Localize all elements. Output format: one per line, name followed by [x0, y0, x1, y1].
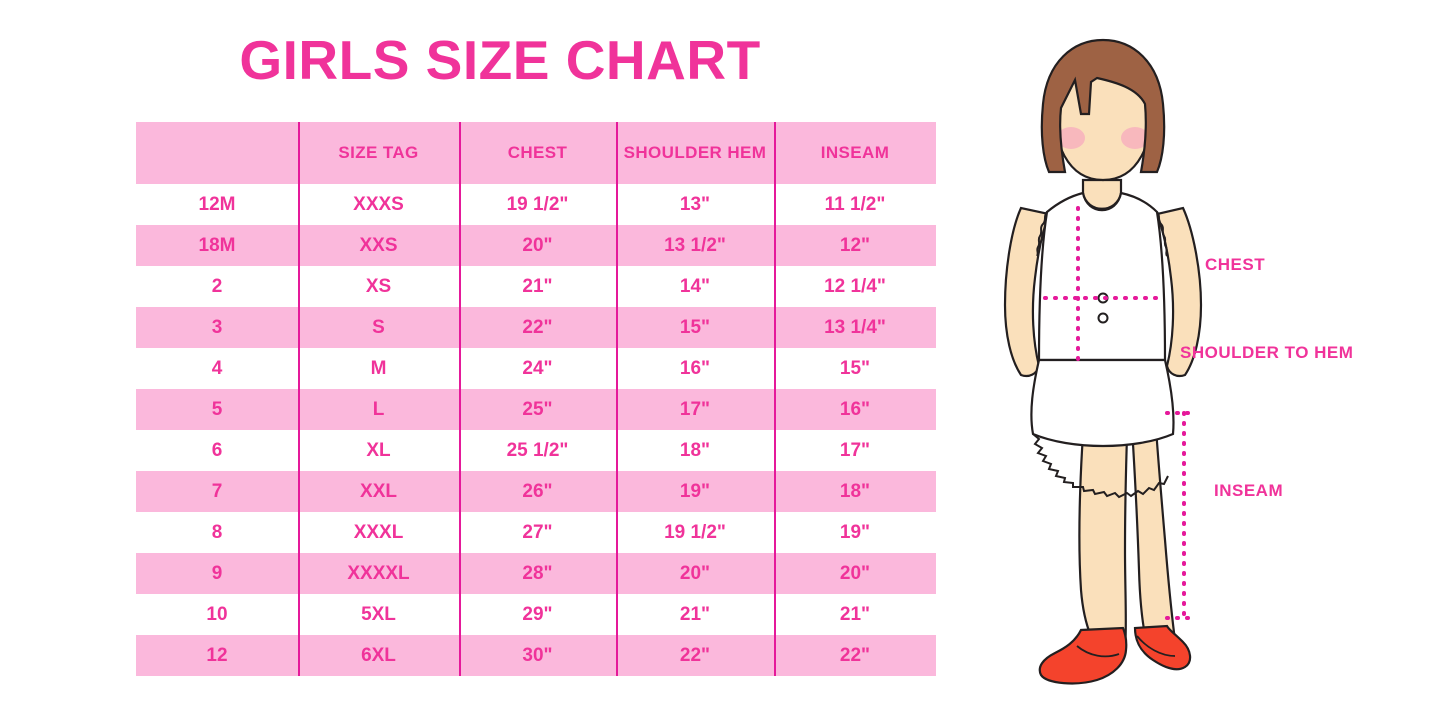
table-row: 9 XXXXL 28" 20" 20": [136, 553, 936, 594]
column-header-shoulder-hem: SHOULDER HEM: [616, 122, 774, 184]
blush-icon: [1121, 127, 1149, 149]
cell-size-tag: XXXXL: [298, 553, 459, 594]
cell-size: 10: [136, 594, 298, 635]
table-row: 18M XXS 20" 13 1/2" 12": [136, 225, 936, 266]
cell-size-tag: M: [298, 348, 459, 389]
cell-size-tag: XXXS: [298, 184, 459, 225]
cell-size-tag: 6XL: [298, 635, 459, 676]
cell-chest: 25": [459, 389, 616, 430]
cell-size: 12: [136, 635, 298, 676]
callout-label-chest: CHEST: [1205, 255, 1266, 274]
cell-shoulder-hem: 21": [616, 594, 774, 635]
table-row: 2 XS 21" 14" 12 1/4": [136, 266, 936, 307]
cell-shoulder-hem: 19": [616, 471, 774, 512]
cell-inseam: 13 1/4": [774, 307, 936, 348]
cell-inseam: 19": [774, 512, 936, 553]
cell-chest: 28": [459, 553, 616, 594]
cell-shoulder-hem: 13 1/2": [616, 225, 774, 266]
shoes-icon: [1038, 624, 1192, 685]
cell-chest: 27": [459, 512, 616, 553]
measure-guides-icon: [1043, 206, 1193, 620]
cell-inseam: 20": [774, 553, 936, 594]
column-header-chest: CHEST: [459, 122, 616, 184]
cell-shoulder-hem: 14": [616, 266, 774, 307]
table-row: 10 5XL 29" 21" 21": [136, 594, 936, 635]
table-row: 4 M 24" 16" 15": [136, 348, 936, 389]
cell-size-tag: S: [298, 307, 459, 348]
table-row: 12 6XL 30" 22" 22": [136, 635, 936, 676]
cell-shoulder-hem: 20": [616, 553, 774, 594]
cell-size: 4: [136, 348, 298, 389]
page-title: GIRLS SIZE CHART: [239, 29, 761, 91]
cell-inseam: 11 1/2": [774, 184, 936, 225]
cell-inseam: 18": [774, 471, 936, 512]
cell-size-tag: XS: [298, 266, 459, 307]
cell-chest: 30": [459, 635, 616, 676]
table-row: 8 XXXL 27" 19 1/2" 19": [136, 512, 936, 553]
table-row: 7 XXL 26" 19" 18": [136, 471, 936, 512]
size-chart-table-container: SIZE TAG CHEST SHOULDER HEM INSEAM 12M XX…: [136, 122, 936, 676]
cell-inseam: 22": [774, 635, 936, 676]
table-row: 6 XL 25 1/2" 18" 17": [136, 430, 936, 471]
cell-size-tag: 5XL: [298, 594, 459, 635]
cell-shoulder-hem: 15": [616, 307, 774, 348]
cell-size: 3: [136, 307, 298, 348]
cell-size: 8: [136, 512, 298, 553]
cell-size-tag: XXL: [298, 471, 459, 512]
cell-size-tag: XXS: [298, 225, 459, 266]
cell-inseam: 12 1/4": [774, 266, 936, 307]
cell-chest: 21": [459, 266, 616, 307]
table-header: SIZE TAG CHEST SHOULDER HEM INSEAM: [136, 122, 936, 184]
table-row: 3 S 22" 15" 13 1/4": [136, 307, 936, 348]
cell-shoulder-hem: 22": [616, 635, 774, 676]
cell-size: 6: [136, 430, 298, 471]
blush-icon: [1057, 127, 1085, 149]
callout-label-shoulder-to-hem: SHOULDER TO HEM: [1180, 343, 1354, 362]
cell-shoulder-hem: 17": [616, 389, 774, 430]
cell-chest: 20": [459, 225, 616, 266]
cell-size: 9: [136, 553, 298, 594]
cell-size-tag: XXXL: [298, 512, 459, 553]
cell-chest: 22": [459, 307, 616, 348]
cell-chest: 24": [459, 348, 616, 389]
cell-size: 5: [136, 389, 298, 430]
cell-shoulder-hem: 19 1/2": [616, 512, 774, 553]
cell-size-tag: L: [298, 389, 459, 430]
cell-shoulder-hem: 16": [616, 348, 774, 389]
cell-inseam: 12": [774, 225, 936, 266]
table-body: 12M XXXS 19 1/2" 13" 11 1/2" 18M XXS 20" 13 1/2"…: [136, 184, 936, 676]
girl-figure-illustration: [985, 30, 1235, 690]
table-row: 12M XXXS 19 1/2" 13" 11 1/2": [136, 184, 936, 225]
cell-inseam: 15": [774, 348, 936, 389]
cell-size: 12M: [136, 184, 298, 225]
cell-chest: 29": [459, 594, 616, 635]
top-garment-icon: [1036, 191, 1168, 362]
cell-inseam: 17": [774, 430, 936, 471]
table-header-row: SIZE TAG CHEST SHOULDER HEM INSEAM: [136, 122, 936, 184]
cell-inseam: 16": [774, 389, 936, 430]
button-icon: [1097, 312, 1109, 324]
cell-size-tag: XL: [298, 430, 459, 471]
cell-chest: 19 1/2": [459, 184, 616, 225]
cell-size: 2: [136, 266, 298, 307]
column-header-size-tag: SIZE TAG: [298, 122, 459, 184]
cell-size: 7: [136, 471, 298, 512]
cell-size: 18M: [136, 225, 298, 266]
cell-chest: 25 1/2": [459, 430, 616, 471]
cell-shoulder-hem: 18": [616, 430, 774, 471]
skirt-garment-icon: [1030, 358, 1175, 499]
size-chart-table: SIZE TAG CHEST SHOULDER HEM INSEAM 12M XX…: [136, 122, 936, 676]
callout-label-inseam: INSEAM: [1214, 481, 1284, 500]
cell-shoulder-hem: 13": [616, 184, 774, 225]
column-header-size: [136, 122, 298, 184]
cell-inseam: 21": [774, 594, 936, 635]
cell-chest: 26": [459, 471, 616, 512]
head-icon: [1040, 38, 1166, 182]
column-header-inseam: INSEAM: [774, 122, 936, 184]
table-row: 5 L 25" 17" 16": [136, 389, 936, 430]
